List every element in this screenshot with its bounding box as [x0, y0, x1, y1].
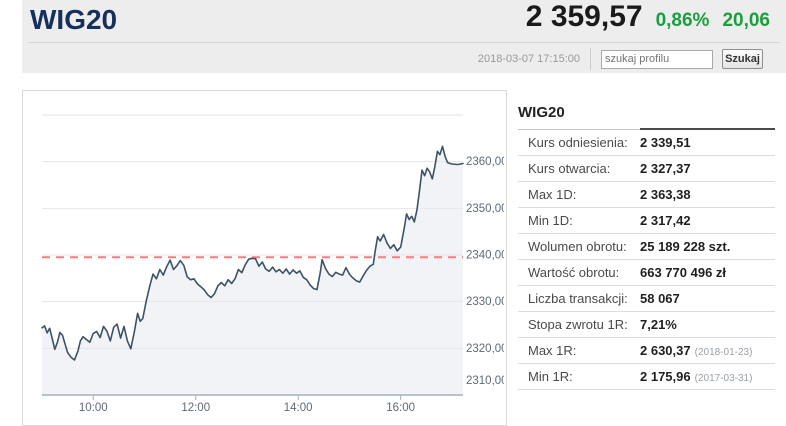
price-line — [41, 145, 464, 361]
price-chart-card: 2310,00 2320,00 2330,00 2340,00 2350,00 2360,… — [22, 90, 507, 426]
stat-value: 2 175,96 (2017-03-31) — [640, 369, 753, 384]
y-axis-label: 2340,00 — [466, 250, 504, 262]
stat-value: 2 339,51 — [640, 135, 691, 150]
stat-label: Wartość obrotu: — [528, 265, 620, 280]
intraday-price-chart: 2310,00 2320,00 2330,00 2340,00 2350,00 2360,… — [41, 114, 504, 414]
stat-row-turnover: Wartość obrotu: 663 770 496 zł — [518, 260, 775, 286]
stat-row-return-1y: Stopa zwrotu 1R: 7,21% — [518, 312, 775, 338]
quote-timestamp: 2018-03-07 17:15:00 — [477, 53, 580, 65]
stat-label: Max 1R: — [528, 343, 577, 358]
stats-title: WIG20 — [518, 104, 565, 121]
stat-row-transactions: Liczba transakcji: 58 067 — [518, 286, 775, 312]
change-absolute: 20,06 — [722, 10, 770, 31]
x-axis-label: 14:00 — [284, 402, 313, 414]
stat-row-min-1y: Min 1R: 2 175,96 (2017-03-31) — [518, 364, 775, 390]
stat-value: 2 327,37 — [640, 161, 691, 176]
header-divider — [28, 42, 780, 43]
stat-value: 2 630,37 (2018-01-23) — [640, 343, 753, 358]
stat-label: Kurs otwarcia: — [528, 161, 611, 176]
stat-label: Stopa zwrotu 1R: — [528, 317, 628, 332]
instrument-title: WIG20 — [30, 4, 118, 35]
stat-label: Min 1R: — [528, 369, 573, 384]
stats-panel: WIG20 Kurs odniesienia: 2 339,51 Kurs ot… — [518, 104, 775, 390]
stat-row-open-price: Kurs otwarcia: 2 327,37 — [518, 156, 775, 182]
stat-value: 2 317,42 — [640, 213, 691, 228]
stat-value: 2 363,38 — [640, 187, 691, 202]
stat-label: Max 1D: — [528, 187, 577, 202]
stats-title-underline — [518, 128, 775, 130]
last-price: 2 359,57 — [525, 0, 643, 33]
stat-value: 58 067 — [640, 291, 680, 306]
vertical-divider — [590, 48, 591, 70]
y-axis-label: 2350,00 — [466, 203, 504, 215]
stat-value: 25 189 228 szt. — [640, 239, 731, 254]
change-percent: 0,86% — [655, 10, 710, 31]
stat-date-note: (2018-01-23) — [694, 347, 753, 358]
stat-label: Min 1D: — [528, 213, 573, 228]
stat-row-min-1d: Min 1D: 2 317,42 — [518, 208, 775, 234]
y-axis-label: 2360,00 — [466, 156, 504, 168]
stat-row-max-1y: Max 1R: 2 630,37 (2018-01-23) — [518, 338, 775, 364]
y-axis-label: 2310,00 — [466, 375, 504, 387]
stat-label: Liczba transakcji: — [528, 291, 628, 306]
stat-row-max-1d: Max 1D: 2 363,38 — [518, 182, 775, 208]
quote-header-band: WIG20 2 359,57 0,86% 20,06 2018-03-07 17… — [22, 0, 786, 73]
stat-label: Kurs odniesienia: — [528, 135, 628, 150]
price-group: 2 359,57 0,86% 20,06 — [526, 0, 770, 40]
stat-row-reference-price: Kurs odniesienia: 2 339,51 — [518, 130, 775, 156]
search-button[interactable]: Szukaj — [722, 49, 763, 69]
y-axis-label: 2320,00 — [466, 343, 504, 355]
stat-row-volume: Wolumen obrotu: 25 189 228 szt. — [518, 234, 775, 260]
stat-label: Wolumen obrotu: — [528, 239, 627, 254]
stat-value: 7,21% — [640, 317, 677, 332]
x-axis-label: 16:00 — [386, 402, 415, 414]
stat-value: 663 770 496 zł — [640, 265, 727, 280]
stat-date-note: (2017-03-31) — [694, 373, 753, 384]
x-axis-label: 12:00 — [181, 402, 210, 414]
search-input[interactable] — [601, 49, 713, 69]
price-area-fill — [42, 146, 463, 395]
quote-subrow: 2018-03-07 17:15:00 Szukaj — [478, 47, 763, 71]
x-axis-label: 10:00 — [79, 402, 108, 414]
y-axis-label: 2330,00 — [466, 296, 504, 308]
